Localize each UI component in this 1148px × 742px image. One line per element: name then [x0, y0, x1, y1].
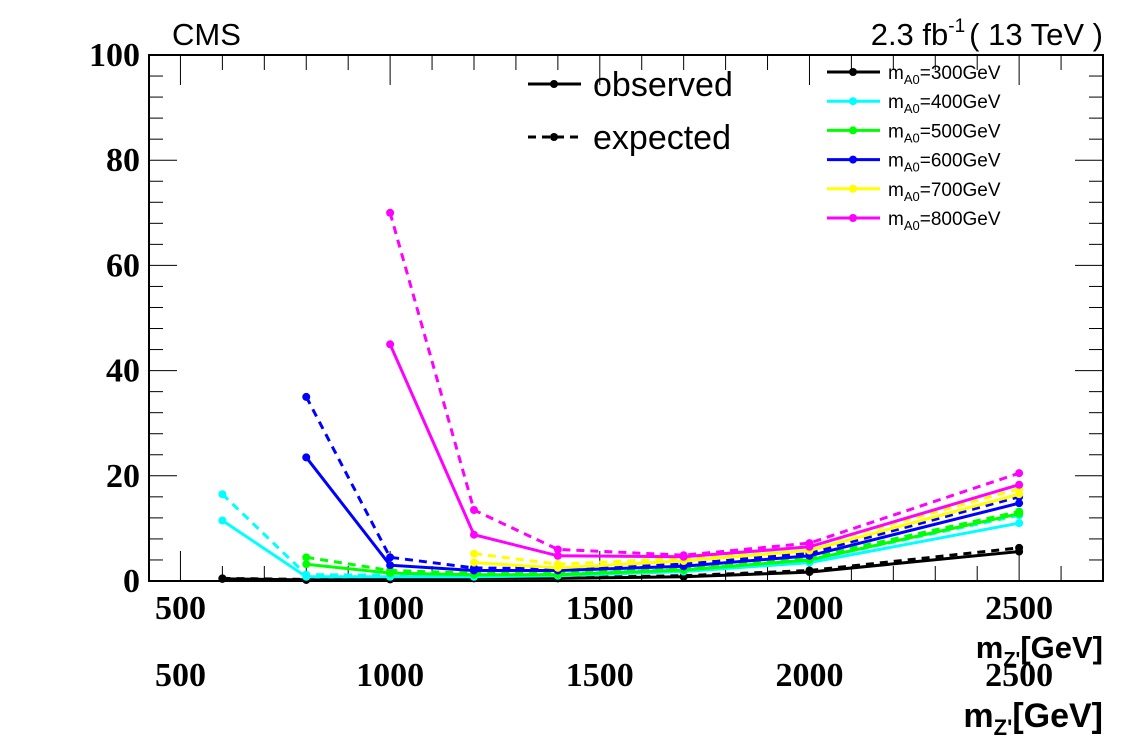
x-tick-label: 2500	[985, 590, 1053, 627]
series-1-observed-line	[221, 519, 1020, 579]
ghost-x-tick-label: 2500	[985, 657, 1053, 694]
series-0-observed-point	[1015, 547, 1024, 556]
series-legend-label: mA0=400GeV	[888, 92, 1001, 116]
ghost-x-tick-label: 2000	[775, 657, 843, 694]
series-3-observed-point	[1015, 499, 1024, 508]
series-5-observed-point	[386, 340, 395, 349]
series-5-observed-point	[469, 530, 478, 539]
series-legend-marker	[849, 68, 857, 76]
series-5-observed-point	[1015, 480, 1024, 489]
style-legend-marker	[550, 133, 558, 141]
series-5-observed-point	[553, 551, 562, 560]
series-5-expected-point	[469, 505, 478, 514]
x-tick-label: 500	[155, 590, 206, 627]
series-2-observed-point	[1015, 509, 1024, 518]
series-3-observed-point	[386, 561, 395, 570]
series-legend-label: mA0=300GeV	[888, 63, 1001, 87]
series-legend-marker	[849, 155, 857, 164]
series-legend-label: mA0=600GeV	[888, 151, 1001, 175]
ghost-x-tick-label: 500	[155, 657, 206, 694]
style-legend-label: expected	[593, 119, 731, 157]
series-5-observed-point	[805, 542, 814, 551]
ghost-x-tick-label: 1000	[356, 657, 424, 694]
series-5-expected-point	[553, 545, 562, 554]
series-2-observed-point	[302, 560, 311, 569]
series-0-expected-line	[222, 546, 1020, 581]
series-1-observed-point	[1015, 519, 1024, 528]
y-tick-labels: 0 20 40 60 80 100	[89, 37, 140, 600]
style-legend: observed expected	[528, 66, 733, 157]
series-0-observed-point	[805, 568, 814, 577]
series-lines	[218, 208, 1024, 584]
x-tick-label: 2000	[775, 590, 843, 627]
experiment-label: CMS	[172, 17, 241, 52]
series-legend-label: mA0=800GeV	[888, 209, 1001, 233]
series-legend-marker	[849, 126, 857, 135]
series-3-observed-point	[469, 566, 478, 575]
series-4-observed-point	[1015, 490, 1024, 499]
series-3-expected-point	[302, 392, 311, 401]
series-legend-marker	[849, 184, 857, 193]
series-1-observed-point	[218, 516, 227, 525]
series-5-observed-line	[388, 343, 1020, 559]
ghost-x-axis-label: mZ'[GeV]	[963, 697, 1103, 740]
series-5-expected-point	[386, 208, 395, 217]
series-legend-marker	[849, 214, 857, 222]
series-0-observed-line	[222, 550, 1020, 582]
series-4-expected-point	[469, 549, 478, 558]
y-tick-label: 100	[89, 37, 140, 74]
series-2-expected-point	[302, 553, 311, 562]
series-5-observed-point	[679, 552, 688, 561]
x-axis-label: mZ'[GeV]	[976, 630, 1103, 671]
y-tick-label: 60	[106, 247, 140, 284]
series-legend-label: mA0=700GeV	[888, 180, 1001, 204]
series-legend: mA0=300GeV mA0=400GeV mA0=500GeV mA0=600GeV…	[827, 63, 1001, 233]
y-tick-label: 0	[123, 563, 140, 600]
series-1-observed-point	[302, 572, 311, 581]
series-3-expected-point	[386, 553, 395, 562]
x-tick-label: 1000	[356, 590, 424, 627]
ghost-x-tick-label: 1500	[566, 657, 634, 694]
series-0-observed-point	[218, 574, 227, 583]
x-tick-labels: 500 1000 1500 2000 2500	[155, 590, 1053, 627]
plot-frame	[148, 54, 1104, 582]
series-legend-label: mA0=500GeV	[888, 121, 1001, 145]
series-legend-marker	[849, 97, 857, 106]
series-4-observed-point	[469, 558, 478, 567]
style-legend-marker	[550, 80, 558, 88]
y-tick-label: 20	[106, 458, 140, 495]
y-tick-label: 80	[106, 142, 140, 179]
y-tick-label: 40	[106, 353, 140, 390]
series-1-expected-point	[218, 490, 227, 499]
series-3-observed-point	[302, 453, 311, 462]
luminosity-label: 2.3 fb-1( 13 TeV )	[871, 16, 1103, 52]
series-5-expected-point	[1015, 469, 1024, 478]
ghost-x-tick-labels: 500 1000 1500 2000 2500	[155, 657, 1053, 694]
x-tick-label: 1500	[566, 590, 634, 627]
series-2-observed-point	[386, 569, 395, 578]
series-5-expected-line	[388, 212, 1020, 557]
style-legend-label: observed	[593, 66, 733, 104]
series-4-observed-point	[553, 563, 562, 572]
